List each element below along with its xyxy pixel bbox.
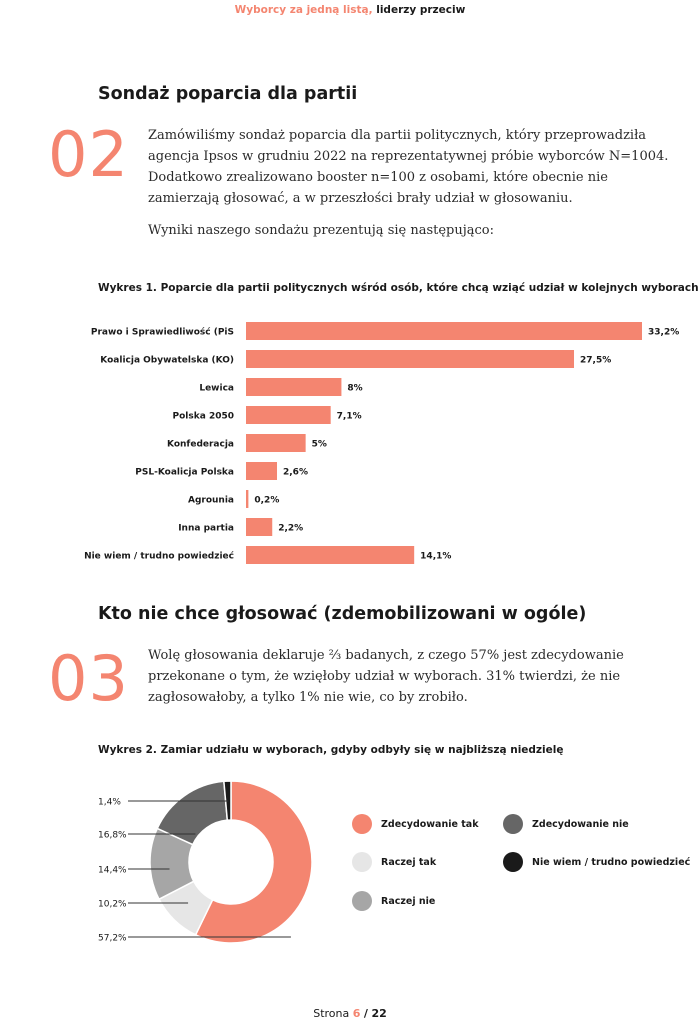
section-number-02: 02 — [48, 118, 129, 191]
header-dark-text: liderzy przeciw — [372, 4, 466, 16]
section-number-03: 03 — [48, 642, 129, 715]
bar-category-label: Koalicja Obywatelska (KO) — [100, 356, 234, 366]
bar-value-label: 2,2% — [278, 524, 303, 534]
section3-paragraph: Wolę głosowania deklaruje ⅔ badanych, z … — [148, 648, 624, 705]
bar — [246, 490, 249, 508]
bar — [246, 406, 331, 424]
bar-value-label: 14,1% — [420, 552, 451, 562]
legend-item-zdecydowanie-tak: Zdecydowanie tak — [352, 814, 479, 834]
legend-label: Zdecydowanie tak — [381, 818, 479, 830]
bar-category-label: Inna partia — [178, 524, 234, 534]
bar-category-label: Konfederacja — [167, 440, 234, 450]
running-header: Wyborcy za jedną listą, liderzy przeciw — [0, 4, 700, 16]
legend-label: Raczej nie — [381, 895, 436, 907]
header-accent-text: Wyborcy za jedną listą, — [234, 4, 373, 16]
footer-page-number: 6 — [352, 1007, 361, 1020]
bar-category-label: Lewica — [199, 384, 234, 394]
legend-swatch-icon — [352, 891, 372, 911]
legend-label: Zdecydowanie nie — [532, 818, 629, 830]
bar — [246, 462, 278, 480]
legend-item-nie-wiem: Nie wiem / trudno powiedzieć — [503, 852, 690, 872]
footer-total-pages: 22 — [371, 1007, 387, 1020]
legend-label: Raczej tak — [381, 856, 437, 868]
donut-value-label: 14,4% — [98, 866, 127, 876]
party-support-bar-chart: Prawo i Sprawiedliwość (PiS 33,2% Koalicja… — [84, 322, 679, 564]
bar-category-label: Agrounia — [188, 496, 234, 506]
bar-category-label: Polska 2050 — [173, 412, 234, 422]
donut-value-label: 16,8% — [98, 831, 127, 841]
legend-item-zdecydowanie-nie: Zdecydowanie nie — [503, 814, 629, 834]
page-footer: Strona 6 / 22 — [0, 1007, 700, 1020]
bar — [246, 434, 306, 452]
legend-swatch-icon — [503, 814, 523, 834]
donut-value-label: 1,4% — [98, 798, 121, 808]
bar — [246, 546, 415, 564]
bar-value-label: 27,5% — [580, 356, 611, 366]
chart2-title: Wykres 2. Zamiar udziału w wyborach, gdy… — [98, 744, 564, 756]
legend-swatch-icon — [352, 814, 372, 834]
footer-label: Strona — [313, 1007, 350, 1020]
donut-slice — [194, 780, 313, 944]
vote-intention-donut-chart: 1,4% 16,8% 14,4% 10,2% 57,2% — [98, 780, 313, 944]
footer-separator: / — [363, 1007, 368, 1020]
bar — [246, 518, 273, 536]
bar-category-label: Nie wiem / trudno powiedzieć — [84, 551, 235, 562]
bar — [246, 378, 342, 396]
section-title-poparcie: Sondaż poparcia dla partii — [98, 84, 358, 104]
section-title-zdemobilizowani: Kto nie chce głosować (zdemobilizowani w… — [98, 604, 587, 624]
legend-swatch-icon — [352, 852, 372, 872]
donut-value-label: 57,2% — [98, 934, 127, 944]
bar-value-label: 8% — [347, 384, 362, 394]
bar-value-label: 7,1% — [337, 412, 362, 422]
chart1-title: Wykres 1. Poparcie dla partii polityczny… — [98, 282, 699, 294]
donut-value-label: 10,2% — [98, 900, 127, 910]
legend-item-raczej-tak: Raczej tak — [352, 852, 436, 872]
bar-category-label: PSL-Koalicja Polska — [135, 468, 234, 478]
bar-value-label: 5% — [312, 440, 327, 450]
section2-paragraph-2: Wyniki naszego sondażu prezentują się na… — [148, 223, 495, 238]
bar — [246, 322, 642, 340]
legend-label: Nie wiem / trudno powiedzieć — [532, 856, 691, 868]
bar-value-label: 33,2% — [648, 328, 679, 338]
bar — [246, 350, 575, 368]
section2-paragraph-1: Zamówiliśmy sondaż poparcia dla partii p… — [148, 128, 669, 206]
bar-category-label: Prawo i Sprawiedliwość (PiS — [91, 327, 234, 338]
legend-item-raczej-nie: Raczej nie — [352, 891, 435, 911]
bar-value-label: 0,2% — [254, 496, 279, 506]
bar-value-label: 2,6% — [283, 468, 308, 478]
legend-swatch-icon — [503, 852, 523, 872]
